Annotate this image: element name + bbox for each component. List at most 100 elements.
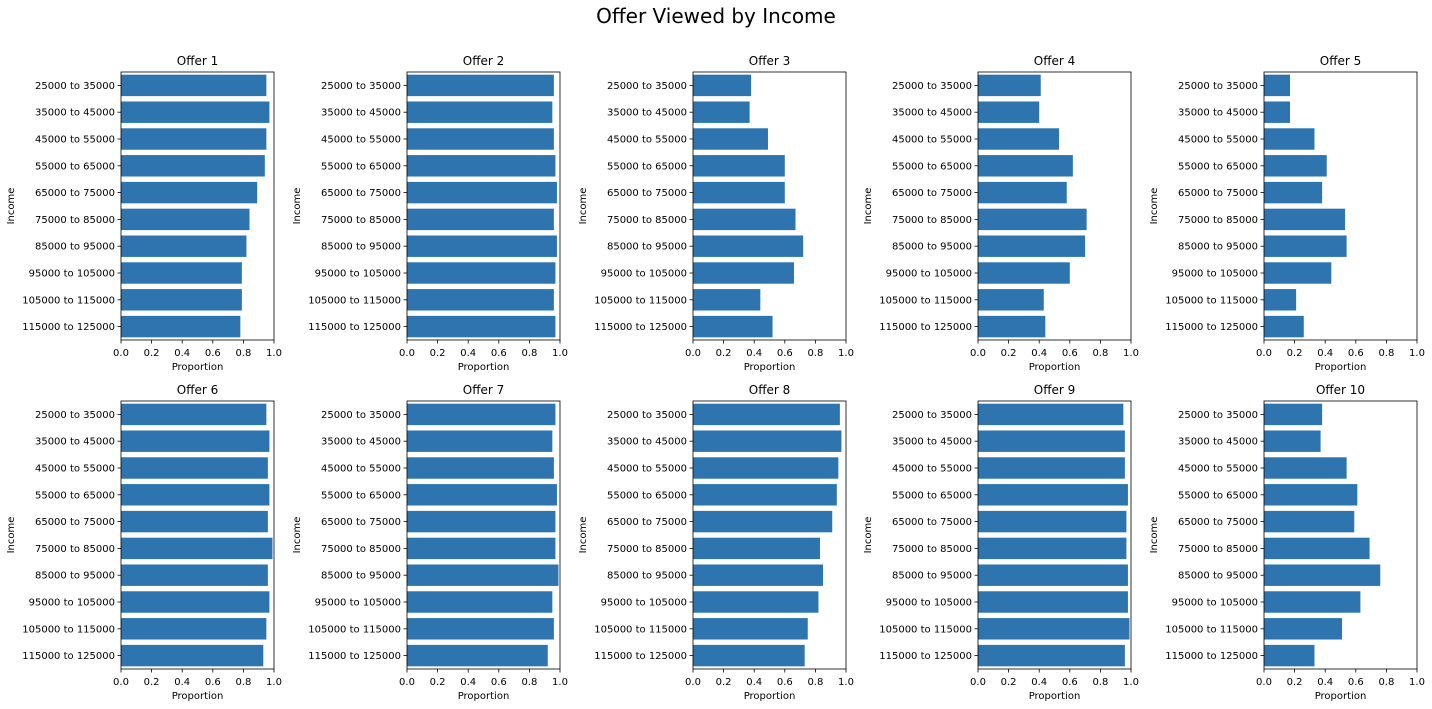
bar (121, 644, 264, 667)
x-tick-label: 0.2 (716, 677, 732, 688)
bar (407, 262, 556, 284)
y-tick-label: 45000 to 55000 (1178, 464, 1258, 475)
x-tick-label: 0.6 (491, 348, 507, 359)
x-tick-label: 0.8 (1092, 348, 1108, 359)
x-tick-label: 0.2 (1001, 348, 1017, 359)
y-tick-label: 45000 to 55000 (321, 135, 401, 146)
subplot-title: Offer 5 (1320, 54, 1361, 68)
bar (407, 403, 556, 426)
y-tick-label: 65000 to 75000 (321, 188, 401, 199)
y-tick-label: 85000 to 95000 (607, 242, 687, 253)
bar (407, 430, 553, 452)
bar (978, 403, 1124, 426)
x-axis-label: Proportion (172, 691, 224, 702)
y-axis-label: Income (863, 188, 874, 225)
x-tick-label: 1.0 (552, 348, 568, 359)
y-tick-label: 85000 to 95000 (1178, 571, 1258, 582)
bar (978, 289, 1044, 311)
y-axis-label: Income (6, 517, 17, 554)
bar (978, 315, 1046, 338)
y-axis-label: Income (6, 188, 17, 225)
y-tick-label: 115000 to 125000 (1165, 651, 1258, 662)
y-tick-label: 105000 to 115000 (308, 295, 401, 306)
y-tick-label: 85000 to 95000 (35, 242, 115, 253)
y-axis-label: Income (578, 517, 589, 554)
bar (1264, 484, 1358, 506)
y-tick-label: 115000 to 125000 (22, 651, 115, 662)
bar (121, 537, 273, 560)
x-tick-label: 0.6 (1348, 348, 1364, 359)
y-tick-label: 25000 to 35000 (321, 410, 401, 421)
bar (978, 262, 1070, 284)
x-tick-label: 0.6 (205, 348, 221, 359)
y-tick-label: 45000 to 55000 (35, 464, 115, 475)
figure-title: Offer Viewed by Income (596, 4, 836, 28)
y-axis-label: Income (578, 188, 589, 225)
bar (978, 484, 1128, 506)
bar (1264, 101, 1291, 123)
x-axis-label: Proportion (458, 691, 510, 702)
bar (121, 510, 268, 533)
x-tick-label: 0.6 (1062, 348, 1078, 359)
y-tick-label: 35000 to 45000 (607, 108, 687, 119)
x-tick-label: 0.6 (1062, 677, 1078, 688)
y-tick-label: 55000 to 65000 (892, 490, 972, 501)
y-axis-label: Income (1149, 188, 1160, 225)
bar (693, 128, 768, 150)
x-tick-label: 0.0 (399, 677, 415, 688)
bar (121, 74, 267, 97)
y-tick-label: 65000 to 75000 (35, 517, 115, 528)
x-tick-label: 1.0 (838, 677, 854, 688)
x-axis-label: Proportion (744, 691, 796, 702)
bar (693, 510, 833, 533)
bar (121, 208, 250, 231)
y-tick-label: 95000 to 105000 (601, 598, 687, 609)
y-tick-label: 55000 to 65000 (607, 161, 687, 172)
x-tick-label: 1.0 (1123, 677, 1139, 688)
bar (1264, 181, 1323, 204)
y-axis-label: Income (1149, 517, 1160, 554)
y-axis-label: Income (292, 517, 303, 554)
bar (407, 181, 557, 204)
plot-frame (692, 400, 847, 670)
y-tick-label: 65000 to 75000 (35, 188, 115, 199)
y-tick-label: 55000 to 65000 (35, 490, 115, 501)
bar (978, 430, 1125, 452)
y-tick-label: 75000 to 85000 (35, 544, 115, 555)
subplot-title: Offer 8 (749, 383, 790, 397)
x-tick-label: 0.2 (1287, 348, 1303, 359)
bar (407, 128, 554, 150)
subplot-title: Offer 1 (177, 54, 218, 68)
x-tick-label: 0.8 (1378, 677, 1394, 688)
bar (693, 289, 761, 311)
bar (407, 484, 557, 506)
plot-frame (406, 71, 561, 341)
bar (1264, 128, 1315, 150)
subplot-title: Offer 9 (1034, 383, 1075, 397)
plot-frame (1263, 400, 1418, 670)
bar (407, 644, 548, 667)
bar (407, 618, 554, 640)
y-tick-label: 45000 to 55000 (1178, 135, 1258, 146)
y-tick-label: 75000 to 85000 (892, 215, 972, 226)
bar (693, 457, 839, 479)
x-tick-label: 0.6 (205, 677, 221, 688)
bar (121, 618, 267, 640)
x-tick-label: 0.4 (1317, 348, 1333, 359)
bar (1264, 510, 1355, 533)
x-axis-label: Proportion (1315, 362, 1367, 373)
x-tick-label: 1.0 (1123, 348, 1139, 359)
y-tick-label: 55000 to 65000 (607, 490, 687, 501)
y-tick-label: 35000 to 45000 (35, 437, 115, 448)
bar (121, 484, 270, 506)
x-tick-label: 0.4 (460, 677, 476, 688)
y-tick-label: 105000 to 115000 (22, 295, 115, 306)
bar (978, 208, 1087, 231)
x-tick-label: 0.4 (1031, 677, 1047, 688)
bar (693, 315, 773, 338)
bar (693, 430, 842, 452)
bar (1264, 74, 1291, 97)
y-tick-label: 105000 to 115000 (22, 624, 115, 635)
bar (121, 430, 270, 452)
bar (1264, 403, 1323, 426)
